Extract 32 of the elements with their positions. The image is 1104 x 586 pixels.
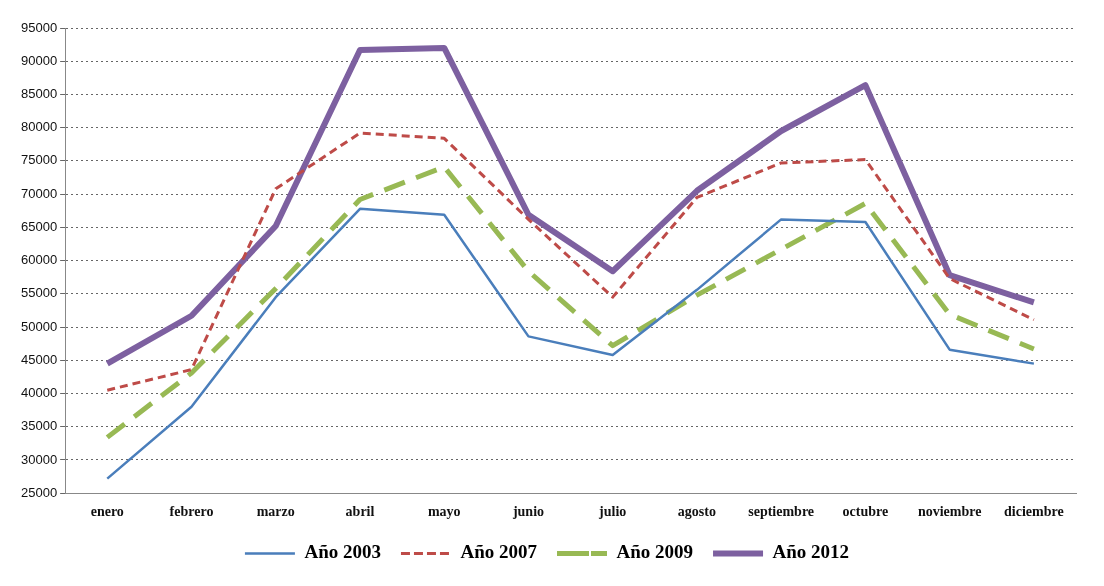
y-tick-label: 60000 <box>20 252 58 268</box>
x-tick-label: mayo <box>427 504 461 520</box>
y-tick-label: 75000 <box>20 152 58 168</box>
y-tick-label: 30000 <box>20 451 58 467</box>
x-tick-label: febrero <box>169 504 214 520</box>
y-tick-label: 65000 <box>20 218 58 234</box>
x-tick-label: octubre <box>842 504 889 520</box>
y-tick-label: 25000 <box>20 484 58 500</box>
y-tick-label: 90000 <box>20 52 58 68</box>
x-tick-label: noviembre <box>917 504 982 520</box>
legend-label: Año 2012 <box>772 541 850 563</box>
legend-label: Año 2003 <box>304 541 381 563</box>
y-tick-label: 80000 <box>20 119 58 135</box>
line-series <box>105 131 1036 392</box>
y-tick-label: 70000 <box>20 185 58 201</box>
x-tick-label: abril <box>345 504 375 520</box>
x-tick-label: septiembre <box>748 504 815 520</box>
x-tick-label: enero <box>90 504 124 520</box>
x-tick-label: agosto <box>677 504 716 520</box>
legend-label: Año 2009 <box>616 541 694 563</box>
y-tick-label: 50000 <box>20 318 58 334</box>
x-tick-label: julio <box>598 504 627 520</box>
x-tick-label: diciembre <box>1004 504 1064 520</box>
y-tick-label: 85000 <box>20 86 58 102</box>
y-tick-label: 95000 <box>20 19 58 35</box>
legend-label: Año 2007 <box>460 541 538 563</box>
x-tick-label: marzo <box>256 504 295 520</box>
x-tick-label: junio <box>511 504 545 520</box>
y-tick-label: 35000 <box>20 418 58 434</box>
y-tick-label: 40000 <box>20 385 58 401</box>
y-tick-label: 55000 <box>20 285 58 301</box>
y-tick-label: 45000 <box>20 351 58 367</box>
